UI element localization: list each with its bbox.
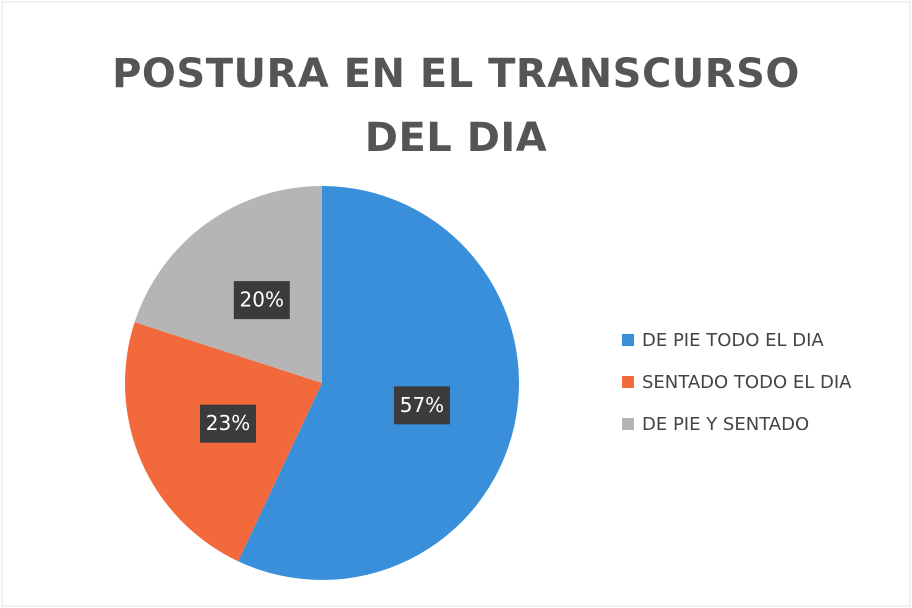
legend-label: DE PIE TODO EL DIA (642, 330, 824, 351)
data-label: 23% (206, 411, 250, 435)
data-label-box (199, 404, 256, 443)
chart-title: POSTURA EN EL TRANSCURSO DEL DIA (112, 51, 800, 161)
data-label: 57% (400, 393, 444, 417)
legend-label: SENTADO TODO EL DIA (642, 372, 852, 393)
legend-marker (622, 418, 634, 430)
pie-slice (238, 185, 520, 581)
legend-label: DE PIE Y SENTADO (642, 414, 809, 435)
legend-marker (622, 376, 634, 388)
data-label: 20% (240, 288, 284, 312)
data-label-box (233, 281, 290, 320)
pie-slice (134, 186, 322, 383)
legend-marker (622, 334, 634, 346)
data-label-box (393, 386, 450, 425)
